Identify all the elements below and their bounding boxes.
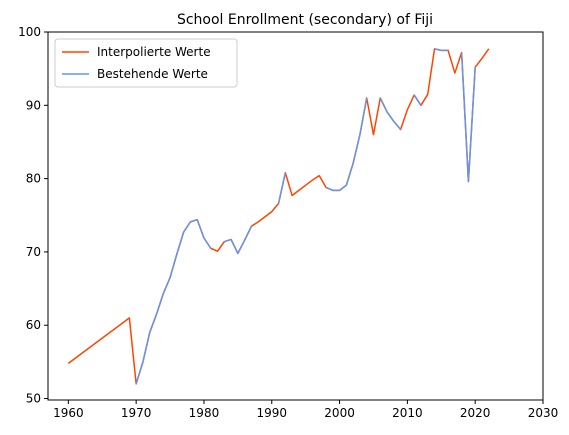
x-axis: 1960 1970 1980 1990 2000 2010 2020 2030: [53, 400, 558, 420]
series-layer: [67, 48, 490, 385]
chart-title: School Enrollment (secondary) of Fiji: [177, 12, 433, 28]
x-tick-label: 2030: [528, 406, 559, 420]
series-line-1: [67, 48, 490, 385]
legend-label-2: Bestehende Werte: [97, 67, 208, 81]
x-tick-label: 1970: [121, 406, 152, 420]
x-tick-label: 1980: [189, 406, 220, 420]
y-tick-label: 80: [26, 172, 41, 186]
plot-area-frame: [47, 31, 544, 401]
y-tick-label: 60: [26, 318, 41, 332]
y-tick-label: 100: [18, 25, 41, 39]
series-line-2: [135, 48, 476, 385]
x-tick-label: 1960: [53, 406, 84, 420]
x-tick-label: 2020: [460, 406, 491, 420]
legend-label-1: Interpolierte Werte: [97, 45, 211, 59]
x-tick-label: 2000: [324, 406, 355, 420]
legend-box: [54, 38, 238, 88]
y-tick-label: 70: [26, 245, 41, 259]
x-tick-label: 1990: [256, 406, 287, 420]
y-tick-label: 90: [26, 98, 41, 112]
y-axis: 50 60 70 80 90 100: [18, 25, 48, 406]
x-tick-label: 2010: [392, 406, 423, 420]
legend: Interpolierte Werte Bestehende Werte: [54, 38, 238, 88]
y-tick-label: 50: [26, 392, 41, 406]
